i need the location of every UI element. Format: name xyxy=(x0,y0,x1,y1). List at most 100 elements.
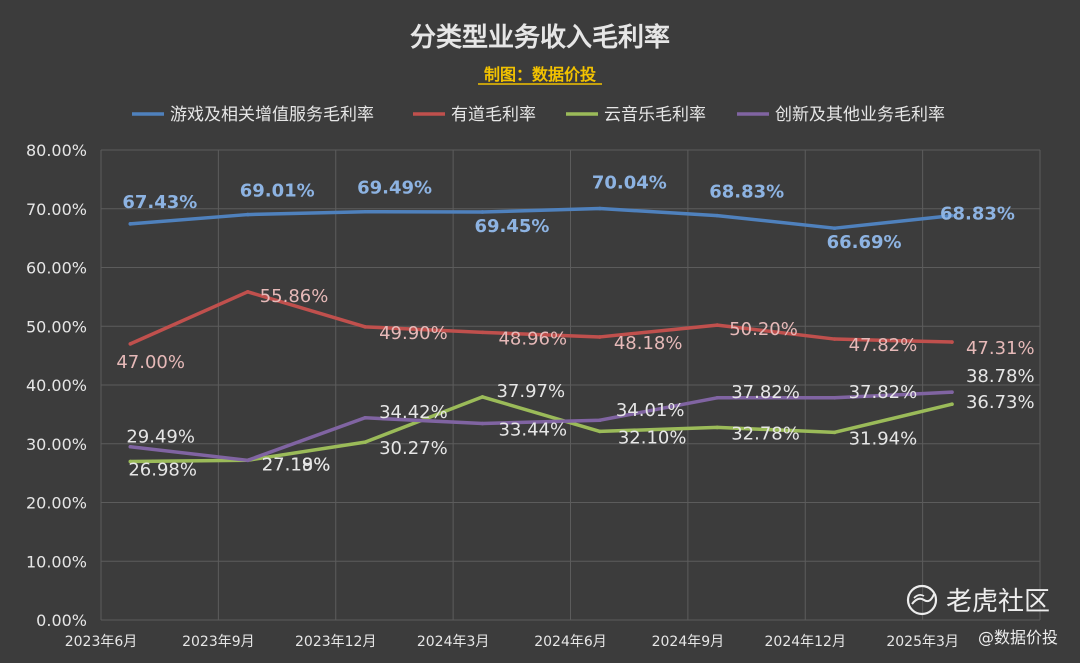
data-point xyxy=(598,206,602,211)
data-label: 47.00% xyxy=(116,352,185,373)
data-label: 34.01% xyxy=(616,400,685,421)
data-label: 66.69% xyxy=(827,232,902,253)
y-tick-label: 70.00% xyxy=(26,200,87,219)
data-point xyxy=(480,330,485,335)
data-point xyxy=(715,323,720,327)
watermark: 老虎社区 @数据价投 xyxy=(906,584,1058,647)
data-point xyxy=(480,421,485,426)
legend-label: 创新及其他业务毛利率 xyxy=(775,105,945,125)
series-line xyxy=(128,290,954,346)
data-point xyxy=(598,418,602,422)
data-point xyxy=(832,396,837,400)
data-point xyxy=(245,212,250,217)
y-tick-label: 10.00% xyxy=(26,552,87,571)
chart-series-lines xyxy=(128,206,954,464)
x-tick-label: 2023年6月 xyxy=(65,634,138,650)
data-label: 48.96% xyxy=(498,328,567,349)
series-line xyxy=(128,206,954,230)
legend-label: 游戏及相关增值服务毛利率 xyxy=(170,105,374,125)
data-label: 67.43% xyxy=(122,192,197,213)
chart-legend: 游戏及相关增值服务毛利率 有道毛利率 云音乐毛利率 创新及其他业务毛利率 xyxy=(132,105,945,125)
chart-subtitle: 制图：数据价投 xyxy=(484,65,596,84)
y-tick-label: 60.00% xyxy=(26,259,87,278)
legend-label: 云音乐毛利率 xyxy=(604,105,706,125)
data-point xyxy=(950,340,954,344)
data-label: 27.18% xyxy=(262,454,331,475)
data-point xyxy=(363,325,367,329)
chart-data-labels: 67.43% 69.01% 69.49% 69.45% 70.04% 68.83% 66.6… xyxy=(116,173,1034,481)
data-label: 34.42% xyxy=(379,402,448,423)
data-label: 49.90% xyxy=(379,323,448,344)
series-line xyxy=(128,395,954,464)
data-label: 37.82% xyxy=(849,382,918,403)
y-tick-label: 0.00% xyxy=(36,611,87,630)
data-label: 47.31% xyxy=(966,338,1035,359)
data-label: 50.20% xyxy=(729,319,798,340)
data-label: 68.83% xyxy=(709,182,784,203)
x-tick-label: 2024年6月 xyxy=(534,634,607,650)
data-point xyxy=(715,396,720,400)
data-point xyxy=(598,335,602,339)
chart-title: 分类型业务收入毛利率 xyxy=(410,22,670,53)
data-point xyxy=(363,209,367,214)
data-point xyxy=(832,226,837,230)
y-tick-label: 80.00% xyxy=(26,141,87,160)
data-label: 26.98% xyxy=(128,459,197,480)
data-label: 69.49% xyxy=(357,178,432,199)
y-axis-ticks: 0.00% 10.00% 20.00% 30.00% 40.00% 50.00% 60.00… xyxy=(26,141,87,630)
data-label: 70.04% xyxy=(592,173,667,194)
series-line xyxy=(128,390,954,463)
x-tick-label: 2024年9月 xyxy=(652,634,725,650)
data-point xyxy=(128,444,133,449)
legend-label: 有道毛利率 xyxy=(451,105,536,125)
y-tick-label: 40.00% xyxy=(26,376,87,395)
data-label: 69.45% xyxy=(474,216,549,237)
data-point xyxy=(128,459,133,464)
data-label: 29.49% xyxy=(126,427,195,448)
chart-grid xyxy=(100,149,1041,621)
data-label: 55.86% xyxy=(260,286,329,307)
watermark-author: @数据价投 xyxy=(978,628,1058,647)
data-point xyxy=(363,415,367,420)
data-label: 48.18% xyxy=(614,333,683,354)
data-label: 32.10% xyxy=(618,427,687,448)
data-label: 68.83% xyxy=(940,204,1015,225)
x-tick-label: 2024年12月 xyxy=(765,634,846,650)
data-point xyxy=(950,213,954,218)
x-axis-ticks: 2023年6月 2023年9月 2023年12月 2024年3月 2024年6月 2024… xyxy=(65,634,959,650)
data-point xyxy=(832,430,837,435)
data-label: 27.19% xyxy=(262,454,331,475)
data-label: 31.94% xyxy=(849,428,918,449)
data-point xyxy=(950,390,954,394)
x-tick-label: 2023年12月 xyxy=(295,634,376,650)
data-label: 37.82% xyxy=(731,382,800,403)
data-point xyxy=(832,337,837,341)
x-tick-label: 2025年3月 xyxy=(886,634,959,650)
x-tick-label: 2024年3月 xyxy=(417,634,490,650)
x-tick-label: 2023年9月 xyxy=(182,634,255,650)
data-point xyxy=(715,425,720,430)
data-point xyxy=(480,395,485,399)
data-label: 33.44% xyxy=(498,420,567,441)
y-tick-label: 30.00% xyxy=(26,435,87,454)
data-point xyxy=(128,222,133,226)
data-label: 36.73% xyxy=(966,392,1035,413)
data-label: 30.27% xyxy=(379,438,448,459)
tiger-logo-icon xyxy=(906,584,938,616)
data-label: 32.78% xyxy=(731,423,800,444)
data-point xyxy=(950,402,954,407)
data-label: 69.01% xyxy=(240,181,315,202)
data-point xyxy=(598,429,602,434)
data-point xyxy=(480,210,485,214)
data-label: 37.97% xyxy=(496,381,565,402)
data-point xyxy=(245,290,250,294)
data-label: 47.82% xyxy=(849,335,918,356)
data-label: 38.78% xyxy=(966,366,1035,387)
watermark-text: 老虎社区 xyxy=(946,587,1050,617)
data-point xyxy=(245,458,250,463)
data-point xyxy=(363,440,367,444)
y-tick-label: 20.00% xyxy=(26,494,87,513)
y-tick-label: 50.00% xyxy=(26,317,87,336)
